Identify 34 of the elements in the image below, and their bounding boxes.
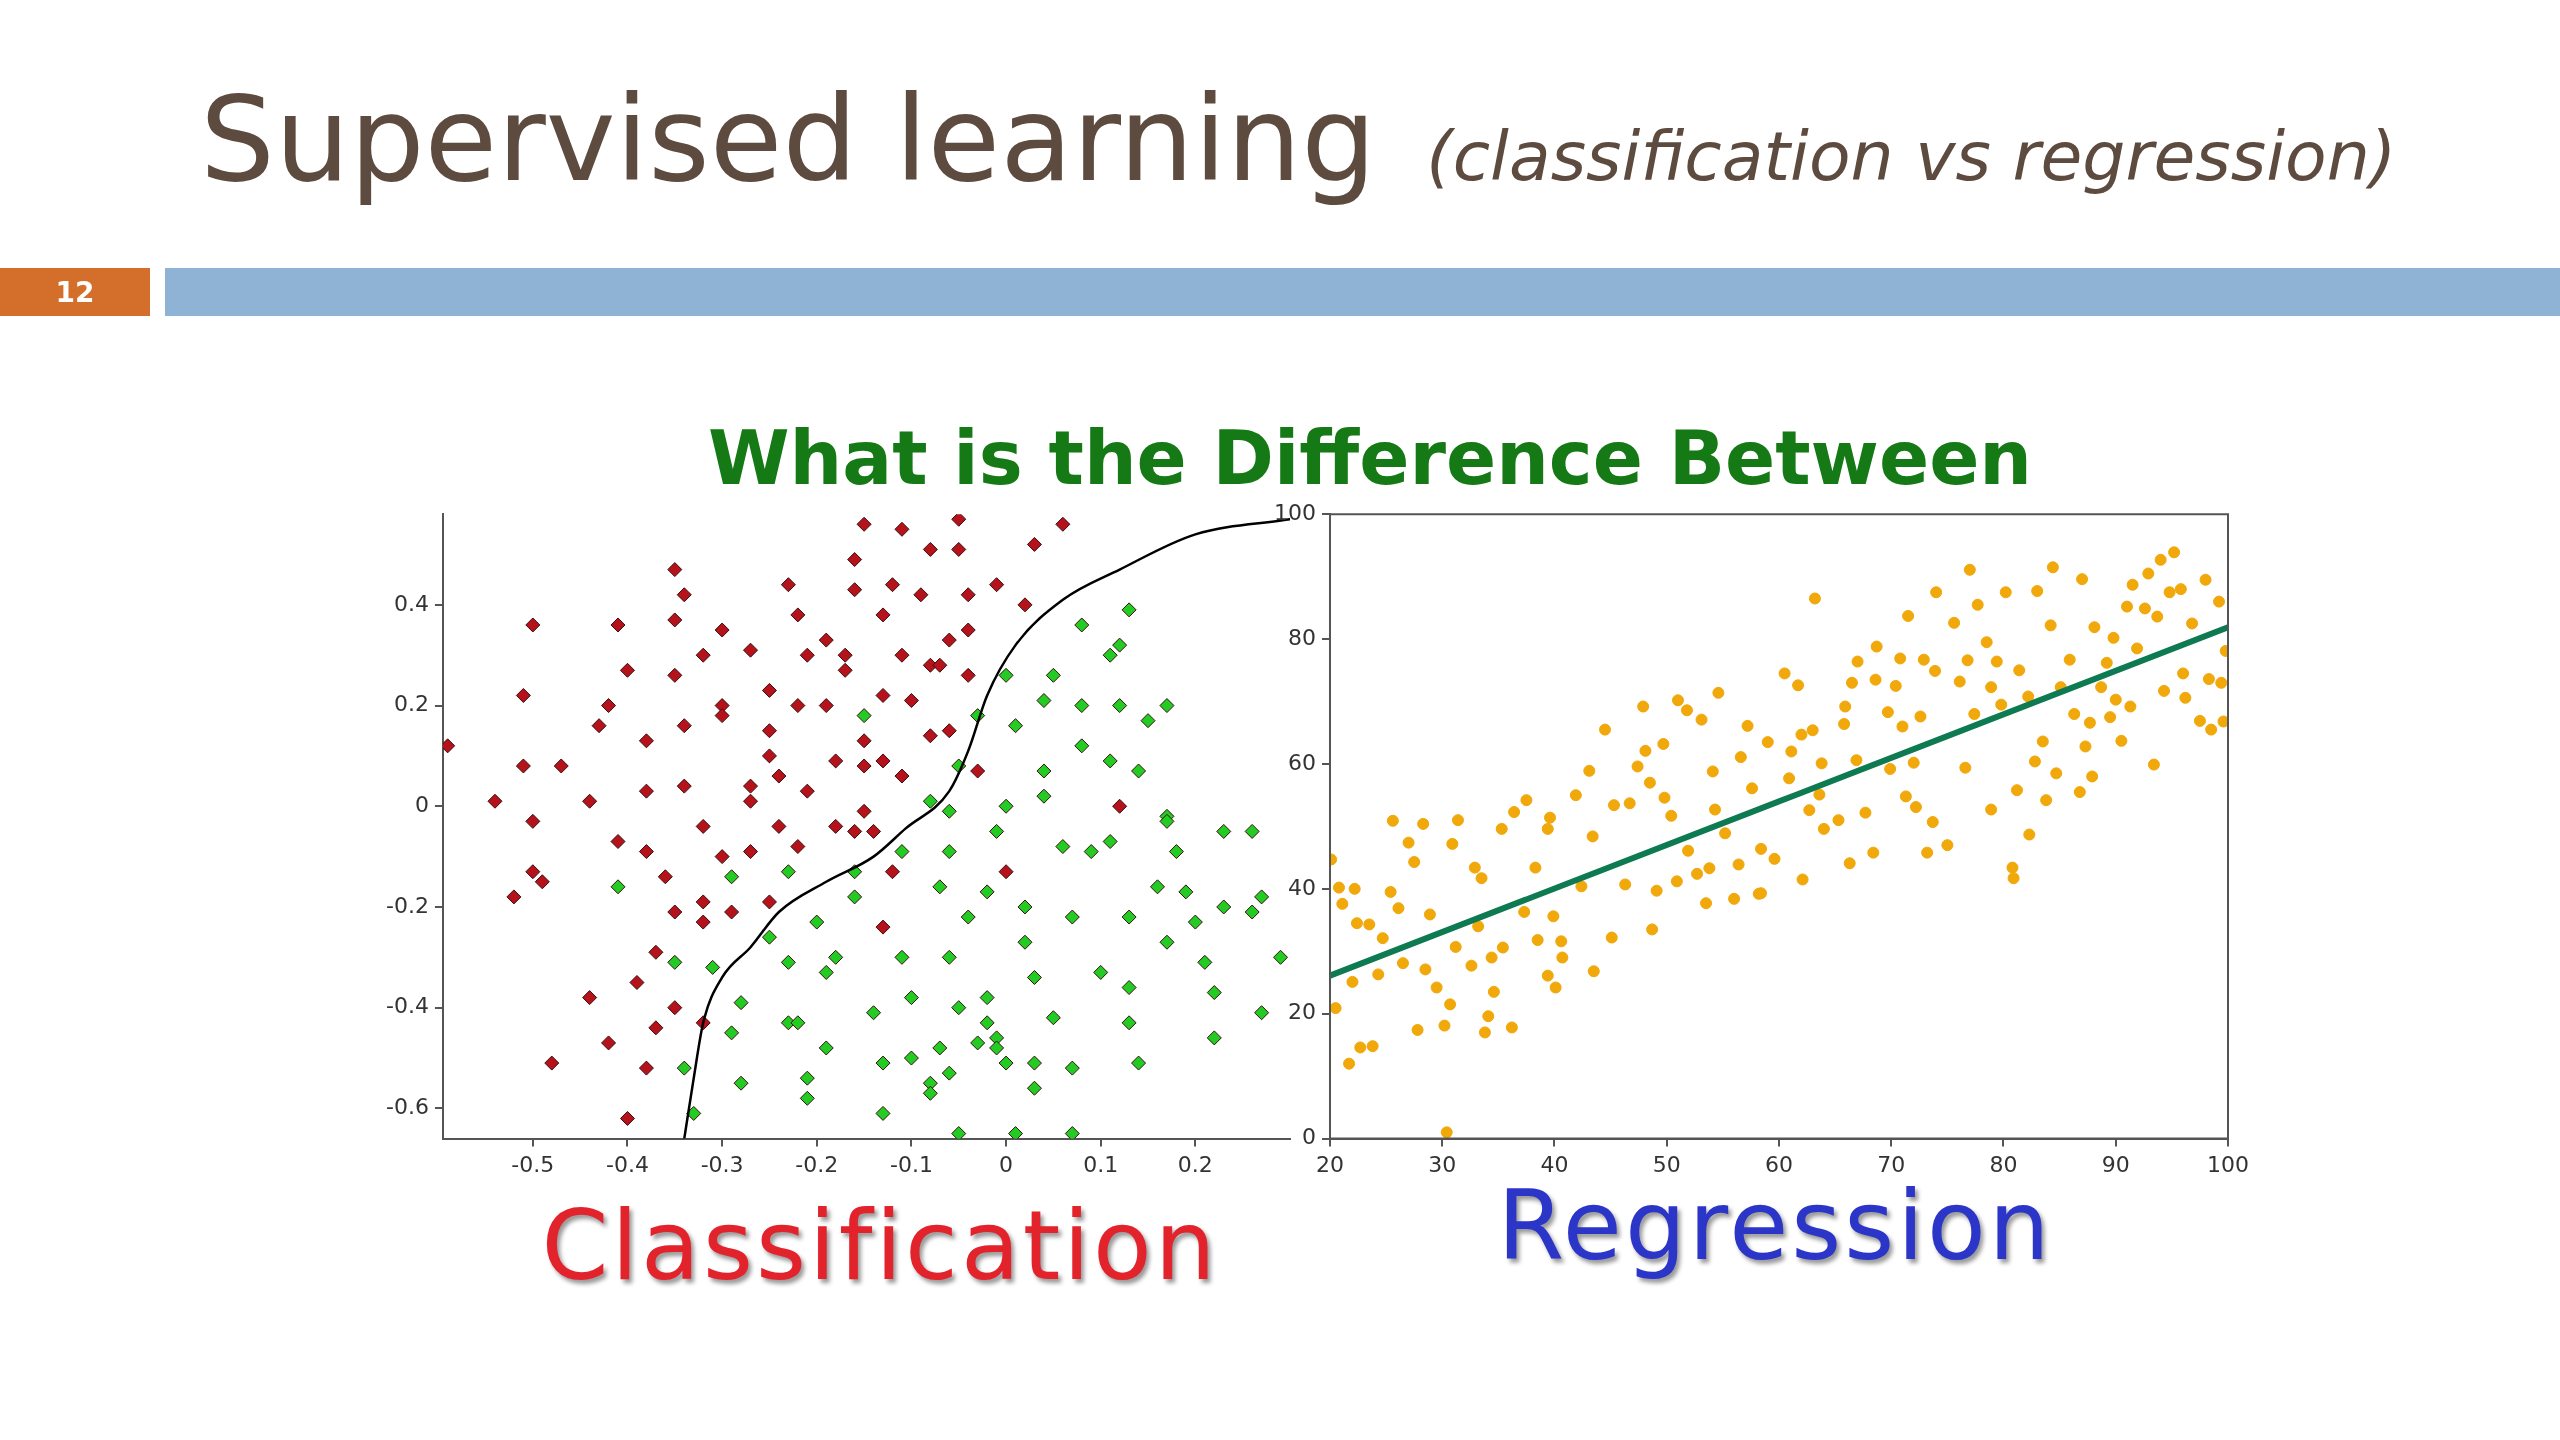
text: (classification vs regression) bbox=[1426, 117, 2397, 196]
y-tick-label: 80 bbox=[1287, 624, 1316, 650]
x-tick-label: -0.3 bbox=[700, 1151, 744, 1177]
x-axis-title: Classification bbox=[540, 1190, 1220, 1302]
x-tick-label: 0.1 bbox=[1083, 1151, 1119, 1177]
y-tick-label: 0 bbox=[414, 791, 429, 817]
y-tick-label: 0 bbox=[1301, 1124, 1316, 1150]
x-tick-label: 30 bbox=[1428, 1151, 1457, 1177]
x-tick-label: 80 bbox=[1989, 1151, 2018, 1177]
x-tick-label: 20 bbox=[1315, 1151, 1344, 1177]
y-tick-label: 0.4 bbox=[393, 590, 429, 616]
y-tick-label: 100 bbox=[1273, 499, 1316, 525]
x-tick-label: 40 bbox=[1540, 1151, 1569, 1177]
y-tick-label: 40 bbox=[1287, 874, 1316, 900]
x-tick-label: 60 bbox=[1765, 1151, 1793, 1177]
y-tick-label: 20 bbox=[1287, 999, 1316, 1025]
x-tick-label: -0.4 bbox=[606, 1151, 649, 1177]
text: What is the Difference Between bbox=[706, 415, 2034, 501]
x-tick-label: 90 bbox=[2101, 1151, 2130, 1177]
y-tick-label: 60 bbox=[1287, 749, 1316, 775]
x-tick-label: 0.2 bbox=[1177, 1151, 1213, 1177]
x-tick-label: -0.2 bbox=[795, 1151, 839, 1177]
x-tick-label: 70 bbox=[1877, 1151, 1906, 1177]
x-tick-label: -0.1 bbox=[889, 1151, 933, 1177]
x-tick-label: 0 bbox=[999, 1151, 1014, 1177]
x-tick-label: 50 bbox=[1652, 1151, 1681, 1177]
text: Supervised learning bbox=[200, 70, 1377, 208]
y-tick-label: -0.4 bbox=[385, 993, 429, 1019]
y-tick-label: -0.2 bbox=[385, 892, 429, 918]
y-tick-label: -0.6 bbox=[385, 1094, 429, 1120]
x-tick-label: 100 bbox=[2207, 1151, 2249, 1177]
x-tick-label: -0.5 bbox=[511, 1151, 555, 1177]
y-tick-label: 0.2 bbox=[393, 691, 429, 717]
text: 12 bbox=[0, 268, 150, 316]
